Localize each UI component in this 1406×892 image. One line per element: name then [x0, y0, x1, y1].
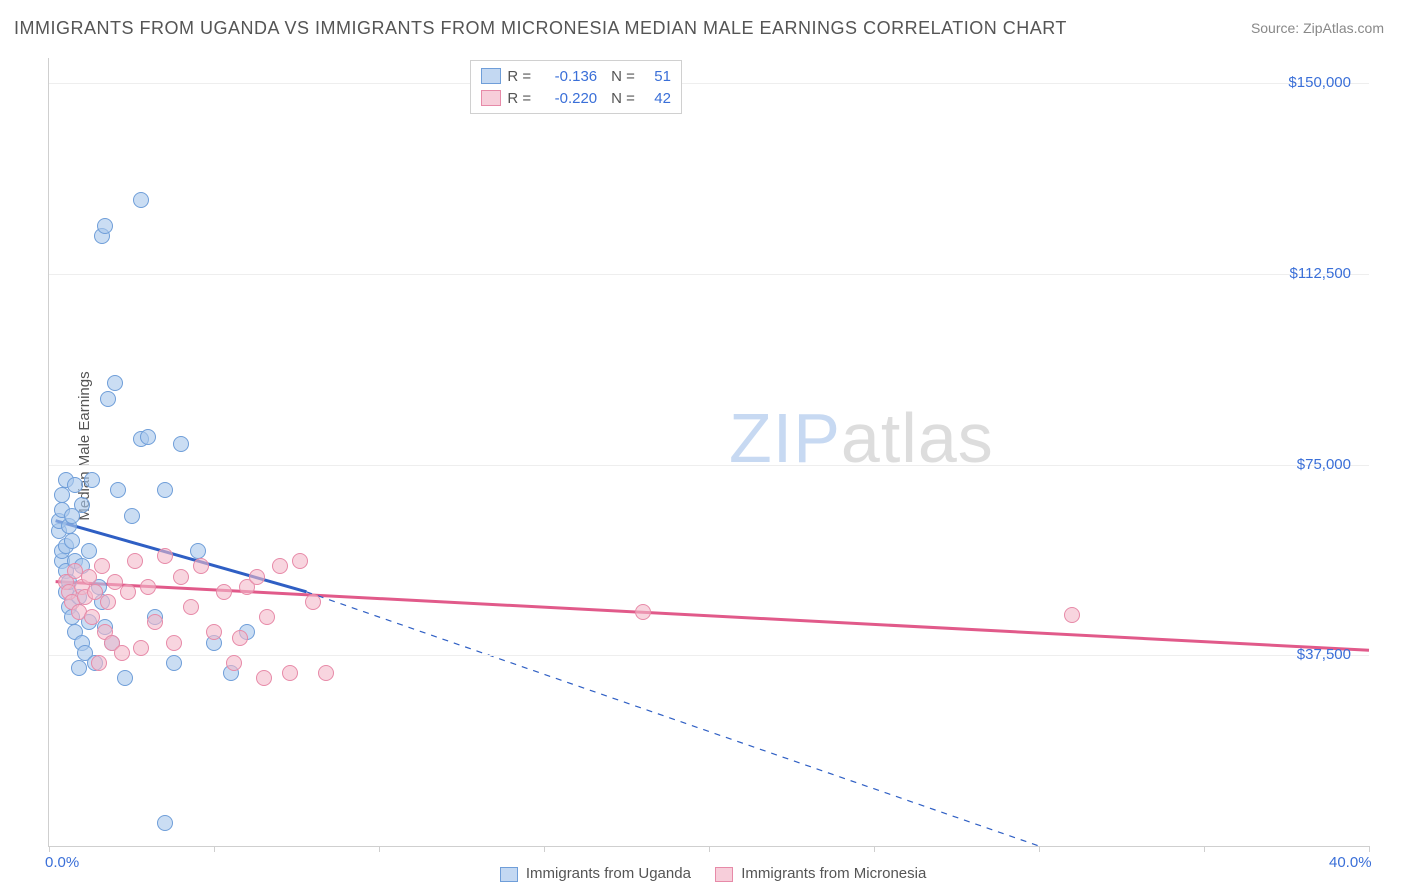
data-point-micronesia — [166, 635, 182, 651]
legend-top-swatch — [481, 68, 501, 84]
data-point-uganda — [140, 429, 156, 445]
gridline — [49, 274, 1369, 275]
x-tick — [214, 846, 215, 852]
y-tick-label: $37,500 — [1297, 646, 1351, 663]
data-point-micronesia — [147, 614, 163, 630]
y-tick-label: $75,000 — [1297, 456, 1351, 473]
data-point-micronesia — [81, 569, 97, 585]
data-point-micronesia — [282, 665, 298, 681]
data-point-micronesia — [292, 553, 308, 569]
data-point-uganda — [84, 472, 100, 488]
source-link[interactable]: ZipAtlas.com — [1303, 20, 1384, 36]
legend-r-label: R = — [507, 68, 531, 85]
data-point-uganda — [117, 670, 133, 686]
legend-correlation: R = -0.136 N = 51 R = -0.220 N = 42 — [470, 60, 682, 114]
plot-area: ZIPatlas $37,500$75,000$112,500$150,0000… — [48, 58, 1369, 847]
data-point-uganda — [64, 533, 80, 549]
gridline — [49, 655, 1369, 656]
data-point-micronesia — [127, 553, 143, 569]
data-point-uganda — [157, 482, 173, 498]
legend-r-value: -0.220 — [537, 90, 597, 107]
data-point-micronesia — [84, 609, 100, 625]
legend-row-uganda: R = -0.136 N = 51 — [481, 65, 671, 87]
x-tick — [1369, 846, 1370, 852]
x-tick — [49, 846, 50, 852]
x-tick — [1039, 846, 1040, 852]
data-point-micronesia — [1064, 607, 1080, 623]
data-point-micronesia — [256, 670, 272, 686]
data-point-micronesia — [216, 584, 232, 600]
legend-row-micronesia: R = -0.220 N = 42 — [481, 87, 671, 109]
data-point-micronesia — [259, 609, 275, 625]
source-prefix: Source: — [1251, 20, 1303, 36]
legend-n-value: 42 — [641, 90, 671, 107]
data-point-uganda — [157, 815, 173, 831]
data-point-uganda — [124, 508, 140, 524]
y-tick-label: $112,500 — [1290, 265, 1351, 282]
chart-container: IMMIGRANTS FROM UGANDA VS IMMIGRANTS FRO… — [0, 0, 1406, 892]
legend-r-value: -0.136 — [537, 68, 597, 85]
source-label: Source: ZipAtlas.com — [1251, 20, 1384, 36]
data-point-micronesia — [249, 569, 265, 585]
data-point-micronesia — [157, 548, 173, 564]
x-tick — [544, 846, 545, 852]
legend-label-uganda: Immigrants from Uganda — [526, 865, 691, 882]
legend-r-label: R = — [507, 90, 531, 107]
legend-swatch-micronesia — [715, 867, 733, 882]
legend-series: Immigrants from Uganda Immigrants from M… — [0, 865, 1406, 882]
gridline — [49, 83, 1369, 84]
x-tick — [709, 846, 710, 852]
chart-title: IMMIGRANTS FROM UGANDA VS IMMIGRANTS FRO… — [14, 18, 1067, 39]
legend-n-label: N = — [611, 68, 635, 85]
data-point-uganda — [71, 660, 87, 676]
x-tick — [379, 846, 380, 852]
data-point-micronesia — [91, 655, 107, 671]
data-point-uganda — [100, 391, 116, 407]
legend-n-value: 51 — [641, 68, 671, 85]
legend-top-swatch — [481, 90, 501, 106]
plot-svg — [49, 58, 1369, 846]
x-tick — [874, 846, 875, 852]
data-point-micronesia — [183, 599, 199, 615]
data-point-micronesia — [305, 594, 321, 610]
legend-swatch-uganda — [500, 867, 518, 882]
legend-n-label: N = — [611, 90, 635, 107]
legend-label-micronesia: Immigrants from Micronesia — [741, 865, 926, 882]
data-point-uganda — [81, 543, 97, 559]
data-point-micronesia — [114, 645, 130, 661]
data-point-micronesia — [120, 584, 136, 600]
data-point-micronesia — [140, 579, 156, 595]
data-point-uganda — [97, 218, 113, 234]
y-tick-label: $150,000 — [1288, 74, 1351, 91]
gridline — [49, 465, 1369, 466]
data-point-micronesia — [232, 630, 248, 646]
data-point-micronesia — [226, 655, 242, 671]
data-point-uganda — [190, 543, 206, 559]
data-point-micronesia — [173, 569, 189, 585]
x-tick — [1204, 846, 1205, 852]
